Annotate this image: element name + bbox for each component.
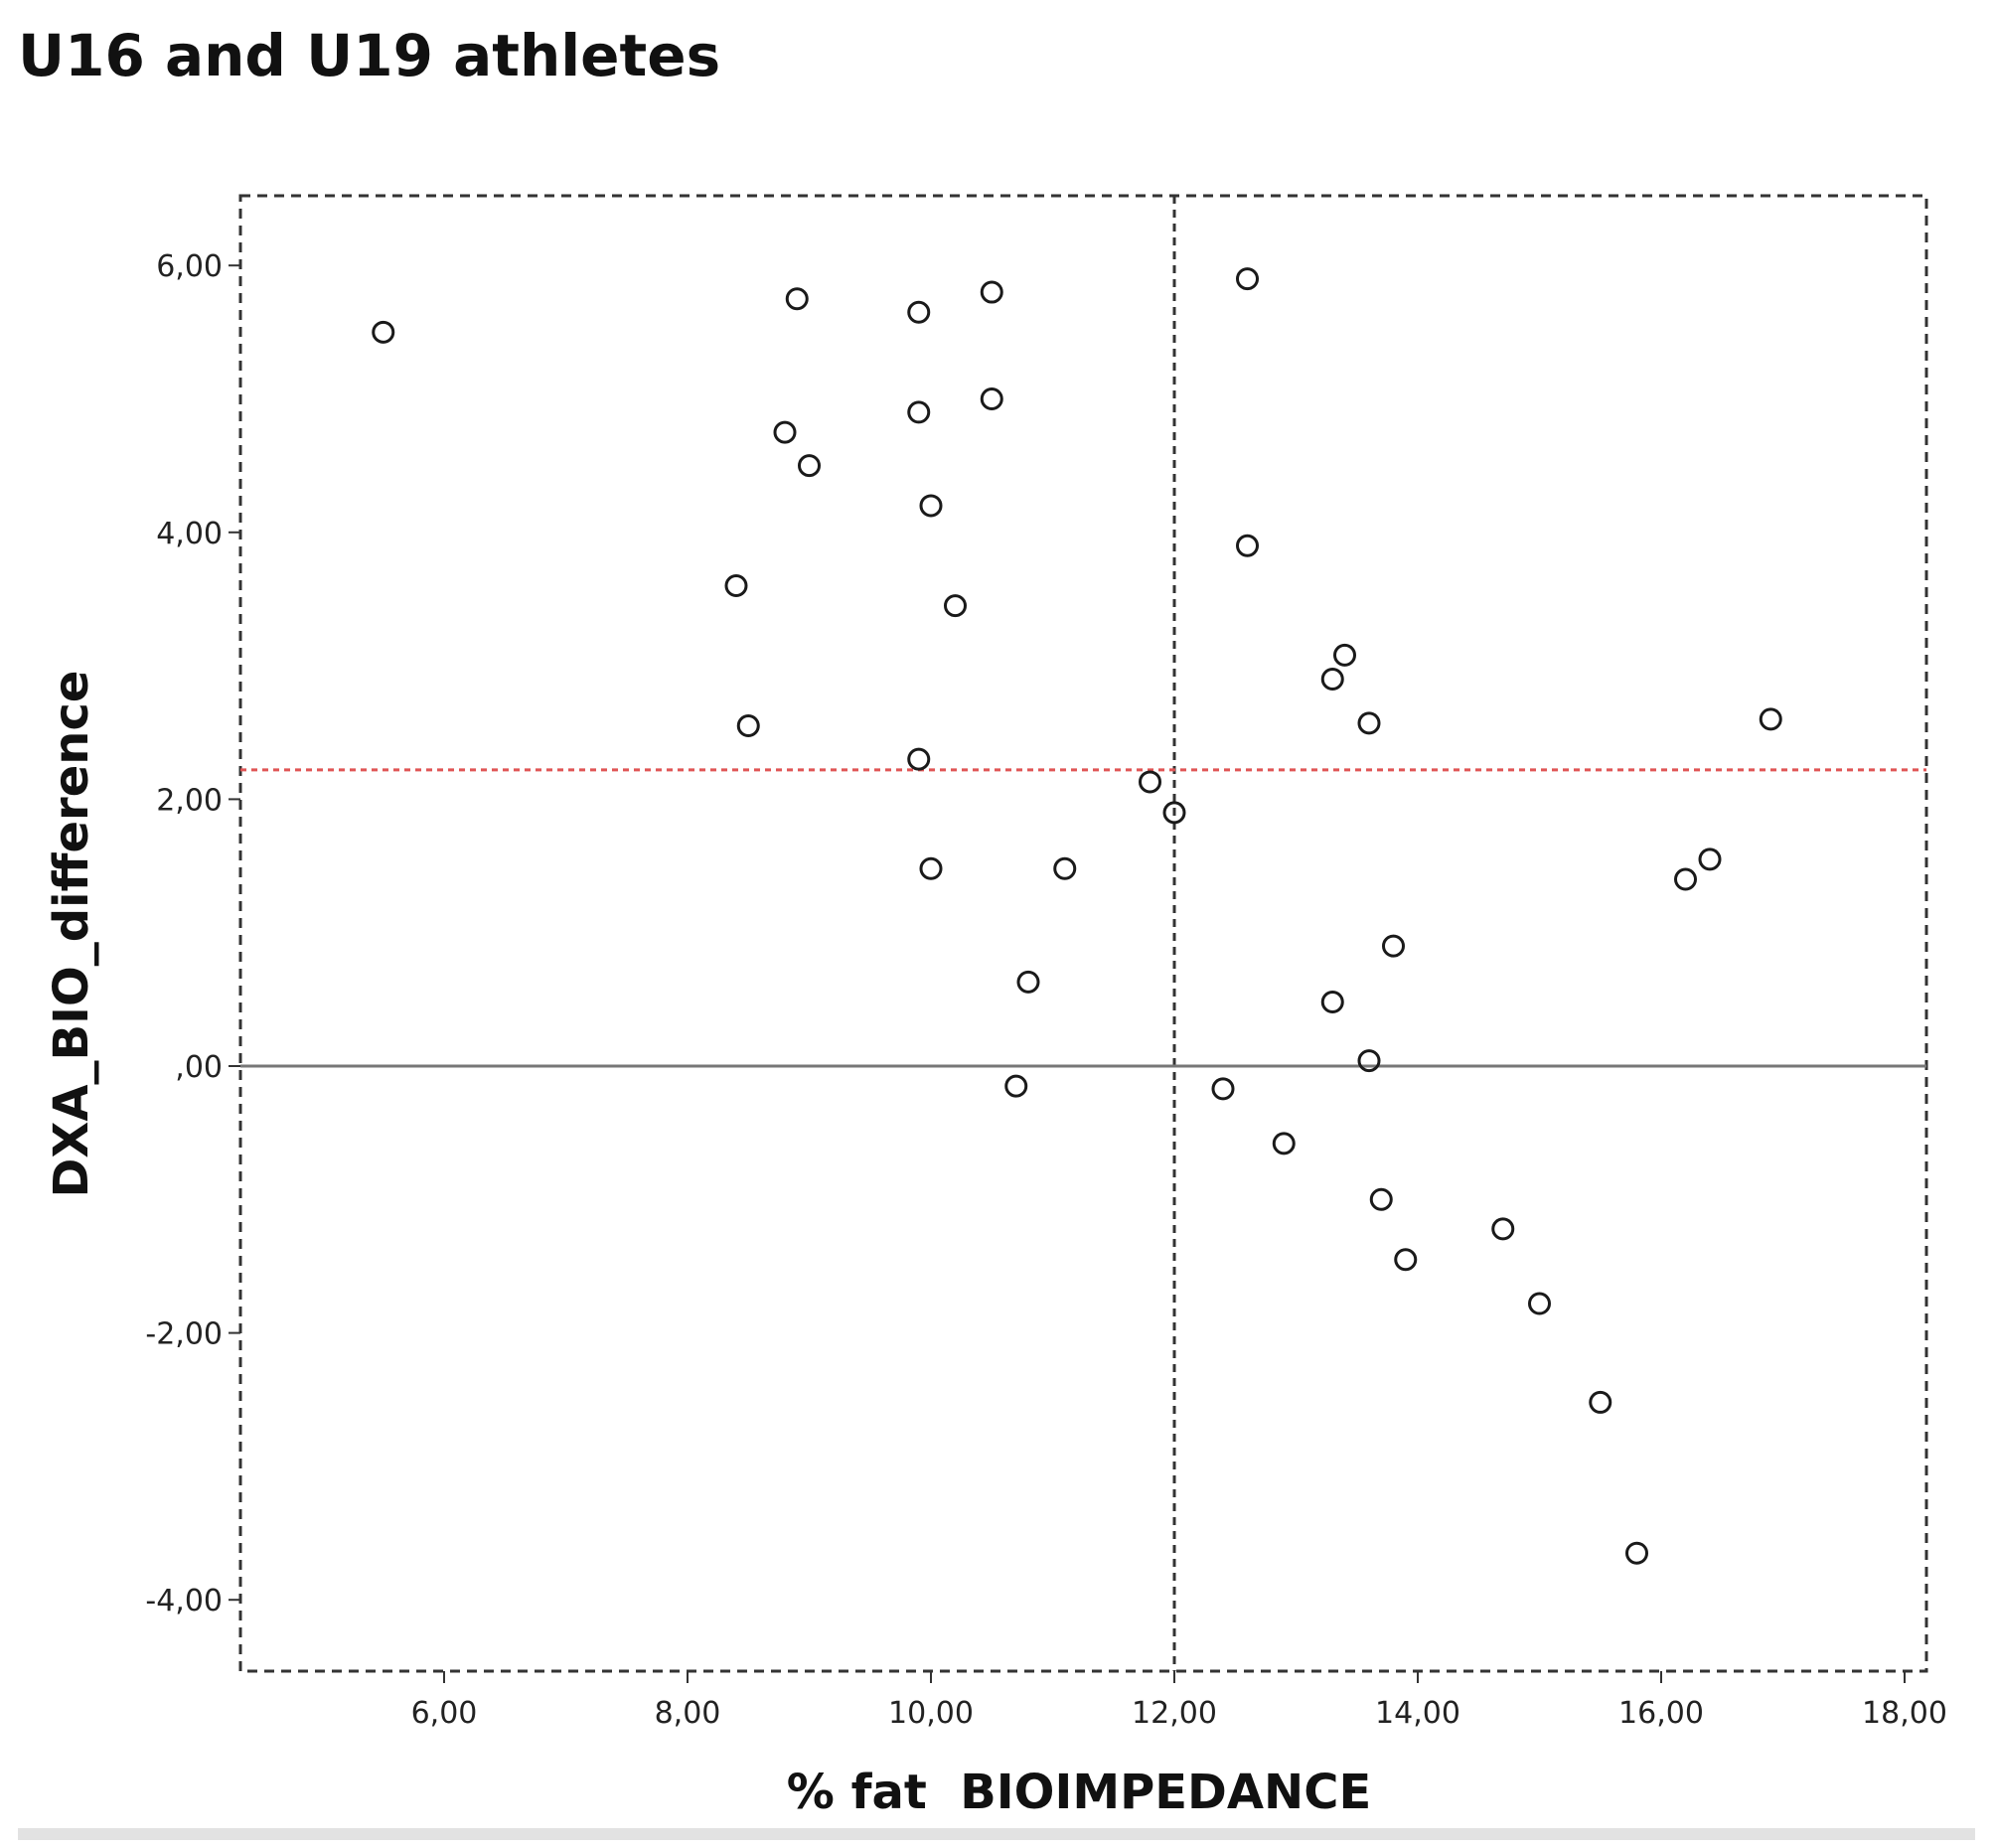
y-tick-label: -2,00 bbox=[145, 1317, 223, 1352]
x-tick-label: 16,00 bbox=[1618, 1696, 1704, 1731]
reference-lines bbox=[240, 196, 1926, 1671]
plot-frame bbox=[238, 194, 1928, 1673]
chart-title: U16 and U19 athletes bbox=[18, 22, 720, 89]
data-point bbox=[1369, 1187, 1393, 1211]
data-point bbox=[1394, 1248, 1418, 1272]
data-point bbox=[1162, 801, 1186, 825]
y-tick-label: 6,00 bbox=[156, 249, 223, 284]
data-point bbox=[944, 594, 967, 618]
data-point bbox=[907, 300, 931, 324]
data-point bbox=[1528, 1292, 1551, 1315]
y-tick-label: 4,00 bbox=[156, 517, 223, 551]
data-point bbox=[1589, 1390, 1612, 1414]
data-point bbox=[1236, 534, 1259, 557]
data-point bbox=[1004, 1074, 1028, 1098]
data-point bbox=[907, 747, 931, 771]
bottom-scroll-bar bbox=[18, 1828, 1975, 1840]
data-point bbox=[1211, 1077, 1235, 1101]
data-point bbox=[372, 320, 395, 344]
y-axis-label: DXA_BIO_difference bbox=[44, 671, 99, 1198]
data-point bbox=[980, 387, 1003, 410]
data-points bbox=[372, 267, 1782, 1565]
data-point bbox=[1698, 847, 1722, 871]
data-point bbox=[980, 280, 1003, 304]
data-point bbox=[1333, 643, 1356, 667]
x-tick-label: 12,00 bbox=[1132, 1696, 1217, 1731]
data-point bbox=[798, 454, 821, 478]
data-point bbox=[1357, 711, 1381, 735]
data-point bbox=[1272, 1132, 1296, 1155]
data-point bbox=[919, 494, 943, 518]
data-point bbox=[907, 400, 931, 424]
x-tick-label: 18,00 bbox=[1862, 1696, 1947, 1731]
data-point bbox=[773, 420, 797, 444]
data-point bbox=[919, 856, 943, 880]
data-point bbox=[1491, 1217, 1515, 1241]
x-tick-label: 8,00 bbox=[655, 1696, 721, 1731]
y-tick-label: -4,00 bbox=[145, 1584, 223, 1618]
data-point bbox=[736, 714, 760, 738]
data-point bbox=[1139, 770, 1161, 794]
y-axis: 6,00 4,00 2,00 ,00 -2,00 -4,00 bbox=[145, 249, 240, 1618]
data-point bbox=[1053, 856, 1077, 880]
x-tick-label: 10,00 bbox=[888, 1696, 974, 1731]
data-point bbox=[1759, 707, 1782, 731]
data-point bbox=[1016, 970, 1040, 994]
data-point bbox=[1357, 1049, 1381, 1073]
x-tick-label: 14,00 bbox=[1375, 1696, 1460, 1731]
y-tick-label: 2,00 bbox=[156, 783, 223, 818]
data-point bbox=[1236, 267, 1259, 291]
data-point bbox=[1625, 1541, 1648, 1565]
data-point bbox=[785, 287, 809, 311]
x-tick-label: 6,00 bbox=[411, 1696, 478, 1731]
data-point bbox=[724, 574, 748, 598]
y-tick-label: ,00 bbox=[175, 1050, 223, 1085]
data-point bbox=[1674, 867, 1697, 891]
data-point bbox=[1320, 991, 1344, 1014]
data-point bbox=[1320, 668, 1344, 692]
x-axis-label: % fat BIOIMPEDANCE bbox=[787, 1765, 1371, 1820]
data-point bbox=[1382, 934, 1405, 958]
x-axis: 6,00 8,00 10,00 12,00 14,00 16,00 18,00 bbox=[411, 1671, 1947, 1731]
